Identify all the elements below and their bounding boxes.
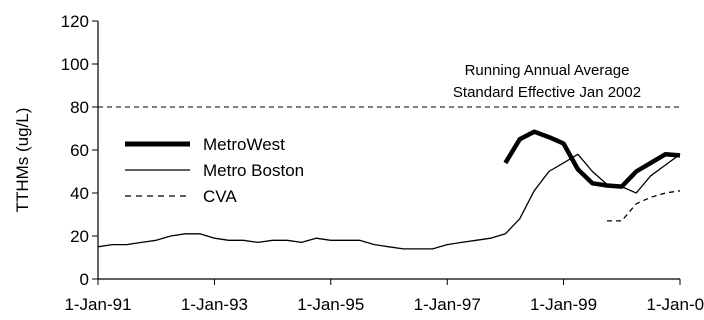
y-ticks: 0 20 40 60 80 100 120: [61, 12, 98, 289]
x-ticks: 1-Jan-91 1-Jan-93 1-Jan-95 1-Jan-97 1-Jan-99…: [64, 279, 704, 314]
legend-label-metrowest: MetroWest: [203, 135, 285, 154]
legend-label-metro-boston: Metro Boston: [203, 161, 304, 180]
y-tick-label: 20: [70, 227, 89, 246]
axes: [97, 21, 680, 280]
x-tick-label: 1-Jan-91: [64, 295, 131, 314]
x-tick-label: 1-Jan-97: [414, 295, 481, 314]
series-line-cva: [607, 190, 681, 222]
x-tick-label: 1-Jan-01: [646, 295, 704, 314]
reference-annotation-line1: Running Annual Average: [465, 62, 630, 79]
y-tick-label: 100: [61, 55, 89, 74]
y-tick-label: 0: [80, 270, 89, 289]
x-tick-label: 1-Jan-93: [181, 295, 248, 314]
y-tick-label: 120: [61, 12, 89, 31]
series-group: [97, 129, 681, 250]
x-tick-label: 1-Jan-95: [297, 295, 364, 314]
y-tick-label: 80: [70, 98, 89, 117]
legend: MetroWest Metro Boston CVA: [125, 135, 304, 206]
legend-label-cva: CVA: [203, 187, 237, 206]
y-tick-label: 60: [70, 141, 89, 160]
x-tick-label: 1-Jan-99: [530, 295, 597, 314]
y-axis-title: TTHMs (ug/L): [13, 108, 32, 213]
y-tick-label: 40: [70, 184, 89, 203]
series-line-metrowest: [503, 129, 681, 189]
reference-annotation-line2: Standard Effective Jan 2002: [453, 84, 641, 101]
series-line-metro-boston: [97, 153, 681, 250]
